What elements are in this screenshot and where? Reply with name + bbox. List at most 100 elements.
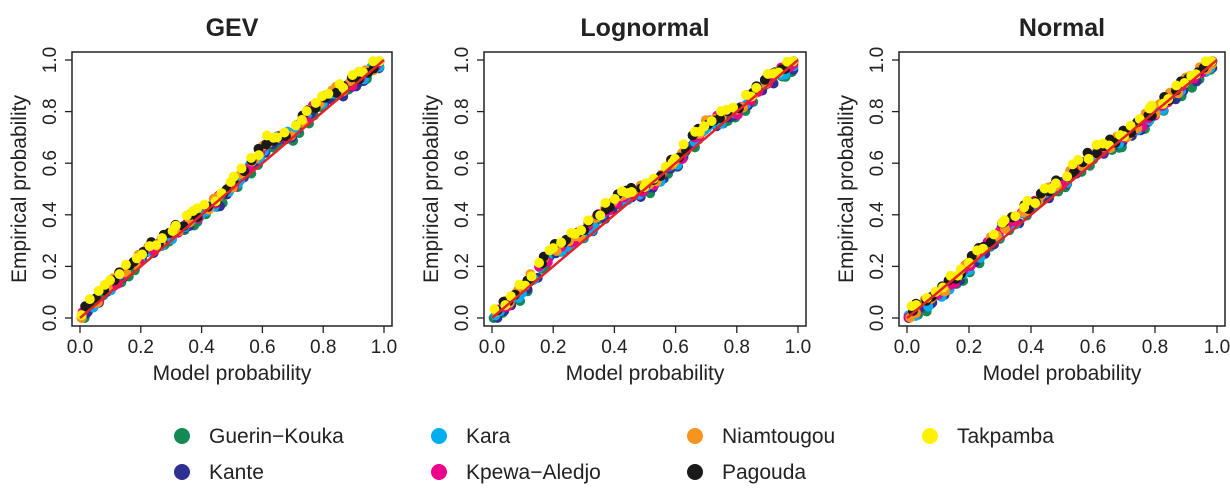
legend-item: Kara: [431, 425, 511, 448]
data-point: [228, 171, 239, 182]
y-tick-label: 0.4: [452, 201, 473, 228]
x-tick-label: 1.0: [785, 337, 811, 358]
x-tick-label: 0.4: [1018, 337, 1045, 358]
y-tick-label: 0.8: [452, 98, 473, 124]
legend-label: Guerin−Kouka: [209, 425, 344, 448]
data-point: [151, 240, 162, 251]
legend-item: Kpewa−Aledjo: [431, 461, 601, 484]
legend-marker: [687, 428, 703, 444]
y-tick-label: 0.2: [40, 253, 61, 279]
x-axis-label: Model probability: [566, 362, 725, 385]
x-tick-label: 0.4: [601, 337, 628, 358]
data-point: [1022, 196, 1033, 206]
data-point: [1062, 171, 1073, 182]
x-axis-label: Model probability: [983, 362, 1142, 385]
data-point: [137, 249, 148, 260]
data-point: [279, 127, 290, 138]
data-point: [788, 56, 799, 67]
data-point: [1171, 80, 1182, 91]
data-point: [1030, 198, 1041, 209]
panel-title: Lognormal: [580, 14, 709, 42]
data-point: [93, 285, 104, 296]
scatter-points: [488, 56, 799, 323]
y-tick-label: 0.0: [452, 305, 473, 331]
y-axis-label: Empirical probability: [835, 95, 858, 283]
legend-item: Niamtougou: [687, 425, 835, 448]
y-tick-label: 0.4: [867, 201, 888, 228]
x-tick-label: 0.0: [894, 337, 920, 358]
y-tick-label: 1.0: [40, 47, 61, 73]
legend-marker: [687, 464, 703, 480]
x-tick-label: 0.2: [128, 337, 154, 358]
data-point: [1050, 178, 1061, 189]
legend-marker: [431, 428, 447, 444]
panel-lognormal: Lognormal 0.0 0.2 0.4 0.6 0.8 1.0 0.0 0.2 0.4 0.6 0…: [420, 14, 811, 385]
x-tick-label: 0.8: [310, 337, 336, 358]
legend-item: Pagouda: [687, 461, 806, 484]
data-point: [1092, 148, 1102, 159]
data-point: [751, 82, 762, 93]
data-point: [301, 106, 312, 117]
legend-marker: [922, 428, 938, 444]
y-tick-label: 0.8: [867, 98, 888, 124]
reference-line: [906, 59, 1218, 319]
legend-item: Kante: [174, 461, 264, 484]
data-point: [699, 121, 710, 132]
legend-label: Pagouda: [722, 461, 806, 484]
x-tick-label: 0.6: [662, 337, 688, 358]
x-tick-label: 0.2: [956, 337, 982, 358]
data-point: [1125, 120, 1136, 131]
legend-item: Guerin−Kouka: [174, 425, 344, 448]
y-tick-label: 1.0: [867, 47, 888, 73]
data-point: [310, 97, 321, 108]
data-point: [84, 294, 95, 305]
legend-item: Takpamba: [922, 425, 1054, 448]
legend-label: Kara: [466, 425, 511, 448]
data-point: [114, 269, 125, 280]
data-point: [1073, 154, 1084, 165]
y-tick-label: 0.6: [452, 150, 473, 176]
y-axis-label: Empirical probability: [8, 95, 31, 283]
x-tick-label: 0.4: [188, 337, 215, 358]
data-point: [1083, 153, 1094, 164]
data-point: [600, 197, 611, 208]
data-point: [236, 163, 247, 174]
data-point: [253, 150, 264, 161]
plot-frame: [483, 51, 807, 327]
reference-line: [79, 59, 385, 319]
data-point: [534, 257, 544, 268]
data-point: [706, 116, 717, 126]
data-point: [170, 220, 181, 231]
y-tick-label: 0.6: [40, 150, 61, 176]
x-tick-label: 0.8: [724, 337, 750, 358]
data-point: [297, 114, 307, 125]
data-point: [338, 82, 349, 93]
legend-label: Kante: [209, 461, 264, 484]
data-point: [272, 132, 282, 143]
data-point: [548, 243, 559, 254]
y-tick-label: 0.4: [40, 201, 61, 228]
y-tick-label: 0.0: [40, 305, 61, 331]
data-point: [105, 275, 115, 286]
data-point: [199, 199, 210, 210]
data-point: [1010, 211, 1021, 222]
data-point: [583, 215, 594, 226]
data-point: [626, 187, 637, 197]
y-tick-label: 0.6: [867, 150, 888, 176]
plot-frame: [898, 51, 1226, 327]
y-tick-label: 0.2: [867, 253, 888, 279]
data-point: [120, 259, 131, 270]
legend-label: Takpamba: [957, 425, 1054, 448]
y-tick-label: 0.8: [40, 98, 61, 124]
data-point: [1146, 100, 1157, 111]
y-tick-label: 0.0: [867, 305, 888, 331]
data-point: [576, 225, 587, 236]
data-point: [556, 237, 567, 248]
y-tick-label: 0.2: [452, 253, 473, 279]
x-tick-label: 0.2: [540, 337, 566, 358]
x-tick-label: 0.6: [1080, 337, 1106, 358]
data-point: [609, 194, 620, 204]
data-point: [489, 304, 500, 315]
x-axis-label: Model probability: [153, 362, 312, 385]
